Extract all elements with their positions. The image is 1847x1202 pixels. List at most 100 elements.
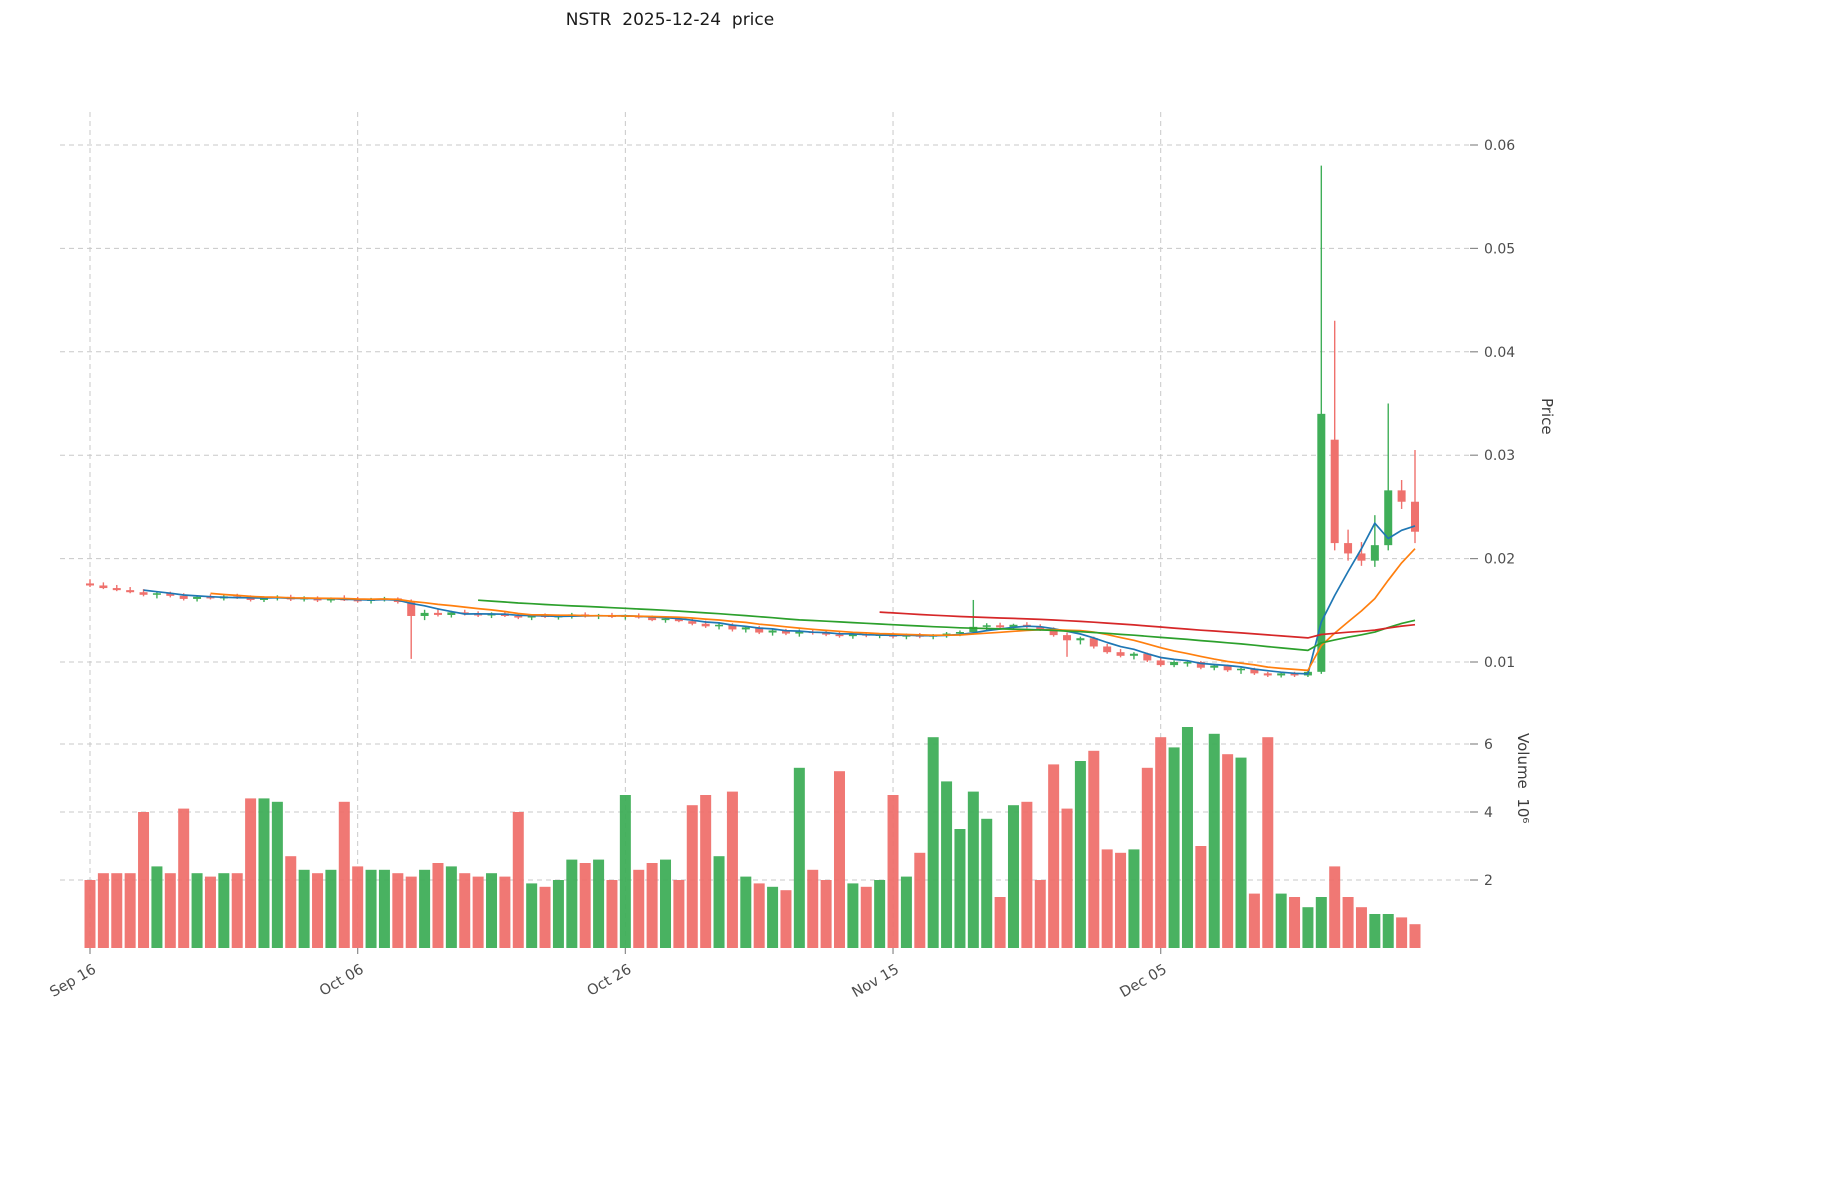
volume-bar xyxy=(392,873,404,948)
volume-bar xyxy=(1369,914,1381,948)
candle xyxy=(1237,667,1246,674)
candle xyxy=(1384,403,1393,551)
volume-bar xyxy=(954,829,966,948)
volume-bar xyxy=(138,812,150,948)
candle-body xyxy=(1156,660,1165,666)
volume-bar xyxy=(1409,924,1421,948)
volume-bar xyxy=(405,876,417,948)
candle-body xyxy=(139,592,148,595)
volume-bar xyxy=(700,795,712,948)
volume-bar xyxy=(419,869,431,948)
volume-bar xyxy=(1355,907,1367,948)
ma-line-30 xyxy=(478,599,1416,652)
volume-bar xyxy=(1088,750,1100,948)
candle-body xyxy=(1370,545,1379,561)
candle xyxy=(715,622,724,630)
volume-bar xyxy=(378,869,390,948)
candle-body xyxy=(1183,662,1192,664)
volume-bar xyxy=(552,880,564,948)
candle-body xyxy=(955,632,964,634)
candle xyxy=(1116,649,1125,658)
volume-bar xyxy=(1222,754,1234,948)
candle-body xyxy=(447,612,456,615)
candle-body xyxy=(701,623,710,627)
candle-body xyxy=(1210,665,1219,668)
candle xyxy=(1210,664,1219,671)
volume-bar xyxy=(164,873,176,948)
candle-body xyxy=(648,617,657,621)
volume-bar xyxy=(231,873,243,948)
volume-bar xyxy=(218,873,230,948)
candle-body xyxy=(1223,665,1232,671)
volume-bar xyxy=(874,880,886,948)
candle-body xyxy=(527,615,536,618)
candle-body xyxy=(822,633,831,635)
ma-line-60 xyxy=(879,611,1416,639)
volume-bar xyxy=(1061,808,1073,948)
volume-bar xyxy=(1181,727,1193,948)
volume-bar xyxy=(1195,846,1207,948)
candle-body xyxy=(674,618,683,622)
candle-body xyxy=(1397,490,1406,502)
volume-bar xyxy=(1101,849,1113,948)
volume-bar xyxy=(352,866,364,948)
volume-bar xyxy=(97,873,109,948)
candle-body xyxy=(246,597,255,600)
candle-body xyxy=(1063,635,1072,641)
volume-bar xyxy=(900,876,912,948)
volume-bar xyxy=(941,781,953,948)
candle-body xyxy=(781,630,790,634)
volume-bar xyxy=(566,859,578,948)
candle-body xyxy=(1411,501,1419,532)
candle-body xyxy=(1384,490,1393,546)
volume-bar xyxy=(686,805,698,948)
volume-bar xyxy=(713,856,725,948)
candle xyxy=(1397,480,1406,509)
candle-body xyxy=(112,588,121,591)
candle-body xyxy=(1170,662,1179,666)
candle-body xyxy=(514,615,523,618)
volume-bar xyxy=(526,883,538,948)
candle xyxy=(1156,657,1165,667)
price-tick-label: 0.01 xyxy=(1484,655,1515,671)
candle-body xyxy=(1357,553,1366,561)
volume-bar xyxy=(927,737,939,948)
candle xyxy=(99,582,108,590)
candle-body xyxy=(126,590,135,593)
volume-bar xyxy=(1248,893,1260,948)
candle xyxy=(996,622,1005,629)
volume-tick-label: 4 xyxy=(1484,805,1493,821)
volume-bar xyxy=(820,880,832,948)
volume-bar xyxy=(499,876,511,948)
volume-bar xyxy=(633,869,645,948)
price-panel xyxy=(86,165,1419,678)
candle xyxy=(1022,622,1031,629)
candle-body xyxy=(1330,439,1339,544)
volume-bar xyxy=(1034,880,1046,948)
volume-bar xyxy=(1048,764,1060,948)
candle xyxy=(1263,671,1272,677)
volume-bar xyxy=(967,791,979,948)
candle-body xyxy=(1116,652,1125,656)
volume-bar xyxy=(445,866,457,948)
candle-body xyxy=(741,627,750,630)
volume-bar xyxy=(1302,907,1314,948)
volume-bar xyxy=(726,791,738,948)
candle-body xyxy=(1076,638,1085,641)
candle xyxy=(768,628,777,636)
volume-bar xyxy=(191,873,203,948)
volume-bar xyxy=(84,880,96,948)
volume-bar xyxy=(660,859,672,948)
candle-body xyxy=(942,633,951,636)
candle-body xyxy=(1049,629,1058,636)
volume-bar xyxy=(1208,733,1220,948)
candle xyxy=(1076,636,1085,645)
candle xyxy=(126,587,135,594)
candle-body xyxy=(728,624,737,630)
candle xyxy=(420,609,429,621)
candle-body xyxy=(661,618,670,621)
volume-bar xyxy=(178,808,190,948)
volume-bar xyxy=(124,873,136,948)
